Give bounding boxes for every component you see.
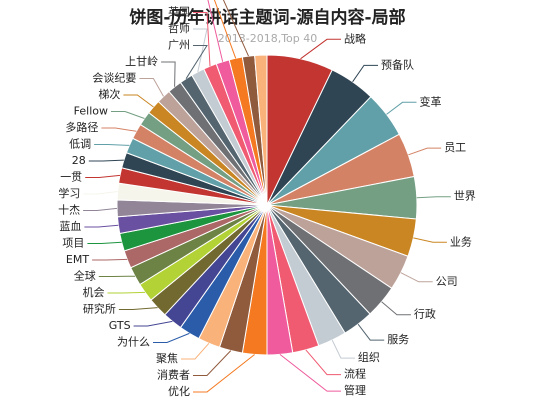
leader-line-22 (84, 224, 119, 228)
slice-label-22: 蓝血 (59, 219, 81, 233)
leader-line-31 (139, 78, 164, 97)
leader-line-9 (331, 339, 355, 359)
leader-line-23 (83, 207, 118, 211)
leader-line-29 (111, 111, 145, 119)
leader-line-10 (305, 349, 341, 376)
leader-line-25 (85, 174, 121, 178)
slice-label-16: GTS (109, 319, 131, 332)
leader-line-34 (193, 28, 208, 73)
slice-label-23: 十杰 (58, 203, 80, 217)
slice-label-25: 一贯 (60, 171, 82, 184)
slice-label-13: 消费者 (157, 368, 190, 382)
pie-slice-39 (254, 54, 268, 206)
leader-line-28 (101, 127, 137, 132)
slice-label-19: 全球 (74, 269, 96, 283)
slice-label-4: 世界 (454, 190, 476, 203)
leader-line-2 (386, 101, 417, 115)
leader-line-20 (92, 258, 128, 261)
slice-label-31: 会谈纪要 (92, 72, 136, 85)
slice-label-8: 服务 (387, 333, 409, 346)
slice-labels: 战略预备队变革员工世界业务公司行政服务组织流程管理2.0人力资源2015英国哲师… (58, 0, 476, 398)
slice-label-10: 流程 (344, 367, 366, 381)
slice-label-7: 行政 (414, 307, 436, 321)
slice-label-0: 战略 (344, 31, 366, 45)
slice-label-30: 梯次 (98, 87, 120, 101)
slice-label-5: 业务 (450, 235, 472, 248)
leader-line-4 (416, 196, 451, 199)
leader-line-24 (83, 191, 118, 195)
slice-label-24: 学习 (58, 186, 80, 200)
slice-label-28: 多路径 (65, 120, 98, 134)
leader-line-11 (279, 354, 341, 392)
label-leader-lines (83, 0, 451, 393)
leader-line-13 (193, 350, 232, 376)
slice-label-33: 广州 (168, 39, 190, 52)
leader-line-36 (207, 0, 224, 62)
slice-label-14: 聚焦 (156, 352, 178, 365)
slice-label-11: 管理 (344, 383, 366, 397)
slice-label-17: 研究所 (83, 302, 116, 316)
leader-line-15 (153, 332, 190, 343)
slice-label-9: 组织 (358, 350, 380, 364)
leader-line-35 (193, 12, 211, 67)
leader-line-0 (300, 38, 341, 60)
leader-line-26 (88, 159, 124, 162)
leader-line-33 (185, 45, 208, 79)
slice-label-32: 上甘岭 (125, 54, 158, 68)
leader-line-17 (118, 307, 158, 310)
leader-line-21 (87, 241, 122, 244)
leader-line-18 (107, 291, 146, 294)
leader-line-27 (94, 144, 130, 146)
leader-line-16 (133, 320, 173, 327)
slice-label-2: 变革 (420, 94, 442, 108)
leader-line-32 (161, 61, 176, 87)
slice-label-20: EMT (66, 253, 89, 266)
leader-line-30 (123, 94, 154, 108)
slice-label-36: 2015 (162, 0, 190, 2)
leader-line-38 (222, 0, 249, 57)
slice-label-18: 机会 (83, 285, 105, 299)
slice-label-1: 预备队 (381, 57, 414, 71)
slice-label-29: Fellow (74, 105, 108, 118)
slice-label-6: 公司 (436, 275, 458, 288)
slice-label-21: 项目 (62, 237, 84, 250)
leader-line-1 (352, 64, 378, 83)
leader-line-8 (357, 323, 385, 341)
slice-label-3: 员工 (444, 141, 466, 154)
leader-line-3 (408, 147, 442, 156)
slice-label-26: 28 (72, 154, 86, 167)
slice-label-34: 哲师 (168, 22, 190, 35)
slice-label-15: 为什么 (117, 336, 150, 349)
leader-line-7 (381, 301, 411, 316)
leader-line-37 (213, 0, 237, 59)
leader-line-14 (181, 342, 210, 360)
leader-line-12 (193, 354, 255, 393)
pie-slices (116, 54, 418, 356)
leader-line-6 (400, 272, 433, 283)
slice-label-27: 低调 (69, 138, 91, 151)
slice-label-12: 优化 (168, 384, 190, 398)
slice-label-35: 英国 (168, 5, 190, 19)
leader-line-5 (413, 237, 447, 243)
